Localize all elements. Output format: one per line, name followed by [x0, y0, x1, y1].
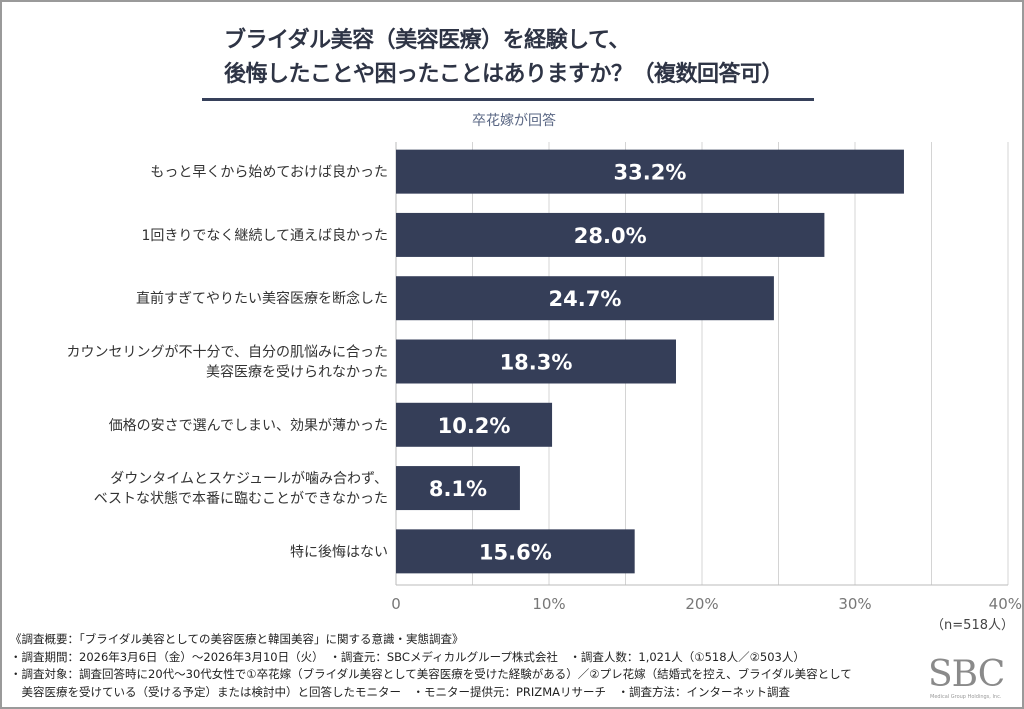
footer-line: 《調査概要：「ブライダル美容としての美容医療と韓国美容」に関する意識・実態調査》	[10, 632, 464, 646]
x-tick-label: 20%	[685, 595, 718, 613]
x-tick-label: 40%	[989, 595, 1022, 613]
bar-value-label: 24.7%	[549, 287, 622, 311]
chart-title-line-1: ブライダル美容（美容医療）を経験して、	[224, 28, 630, 53]
category-label: 価格の安さで選んでしまい、効果が薄かった	[109, 418, 388, 434]
category-label: 特に後悔はない	[290, 544, 388, 560]
survey-footer: 《調査概要：「ブライダル美容としての美容医療と韓国美容」に関する意識・実態調査》…	[10, 631, 852, 701]
chart-subtitle: 卒花嫁が回答	[472, 113, 556, 129]
bar-value-label: 18.3%	[500, 351, 573, 375]
category-label: 1回きりでなく継続して通えば良かった	[142, 227, 389, 244]
x-tick-label: 0	[391, 595, 401, 613]
bar-chart: 0 10% 20% 30% 40% 33.2% もっと早くから始めておけば良かった 28.0%…	[67, 142, 1022, 613]
bar	[396, 276, 774, 321]
x-tick-label: 30%	[838, 595, 871, 613]
bar-value-label: 8.1%	[429, 477, 487, 501]
footer-line: ・調査期間：2026年3月6日（金）～2026年3月10日（火） ・調査元：SB…	[10, 649, 805, 664]
footer-line: ・調査対象：調査回答時に20代～30代女性で①卒花嫁（ブライダル美容として美容医…	[10, 667, 852, 681]
category-label: カウンセリングが不十分で、自分の肌悩みに合った	[67, 345, 388, 361]
footer-line: 美容医療を受けている（受ける予定）または検討中）と回答したモニター ・モニター提…	[10, 684, 790, 699]
x-tick-label: 10%	[532, 595, 565, 613]
bar	[396, 402, 553, 447]
category-label: 美容医療を受けられなかった	[206, 364, 388, 381]
bar	[396, 149, 904, 194]
category-label: 直前すぎてやりたい美容医療を断念した	[136, 290, 388, 307]
bar-value-label: 10.2%	[438, 414, 511, 438]
bar-value-label: 28.0%	[574, 224, 647, 248]
bar	[396, 529, 635, 574]
bar-value-label: 15.6%	[479, 540, 552, 564]
category-label: ダウンタイムとスケジュールが噛み合わず、	[110, 471, 388, 487]
title-divider	[202, 98, 814, 101]
category-label: ベストな状態で本番に臨むことができなかった	[94, 491, 388, 507]
category-label: もっと早くから始めておけば良かった	[150, 165, 388, 181]
chart-title: ブライダル美容（美容医療）を経験して、 後悔したことや困ったことはありますか？（…	[224, 24, 784, 92]
sbc-logo-subtext: Medical Group Holdings, Inc.	[930, 694, 1002, 700]
bar	[396, 339, 676, 384]
sample-size-note: （n=518人）	[931, 618, 1014, 633]
bar	[396, 212, 825, 257]
bar	[396, 466, 520, 511]
bar-value-label: 33.2%	[614, 161, 687, 185]
chart-title-line-2: 後悔したことや困ったことはありますか？（複数回答可）	[224, 62, 784, 87]
sbc-logo: SBC	[928, 654, 1005, 695]
